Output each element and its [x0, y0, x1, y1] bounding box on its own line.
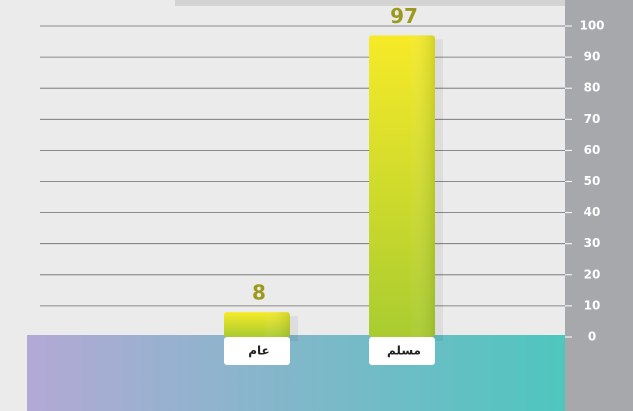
y-tick-label: 60	[584, 143, 601, 157]
y-tick-label: 90	[584, 50, 601, 64]
bar-shade	[224, 312, 290, 337]
y-tick-label: 0	[588, 330, 596, 344]
value-label: 8	[252, 281, 266, 305]
axis-panel	[565, 0, 633, 411]
y-tick-label: 80	[584, 81, 601, 95]
y-tick-label: 70	[584, 112, 601, 126]
y-tick-label: 40	[584, 205, 601, 219]
category-box	[369, 337, 435, 365]
y-tick-label: 100	[579, 19, 604, 33]
y-tick-label: 20	[584, 267, 601, 281]
top-strip	[175, 0, 565, 6]
x-tick-label: مسلم	[387, 344, 421, 358]
y-tick-label: 50	[584, 174, 601, 188]
y-tick-label: 30	[584, 236, 601, 250]
y-tick-label: 10	[584, 298, 601, 312]
category-box	[224, 337, 290, 365]
value-label: 97	[390, 4, 418, 28]
x-tick-label: عام	[248, 344, 270, 359]
base-band	[27, 335, 565, 411]
bar-shade	[369, 35, 435, 338]
